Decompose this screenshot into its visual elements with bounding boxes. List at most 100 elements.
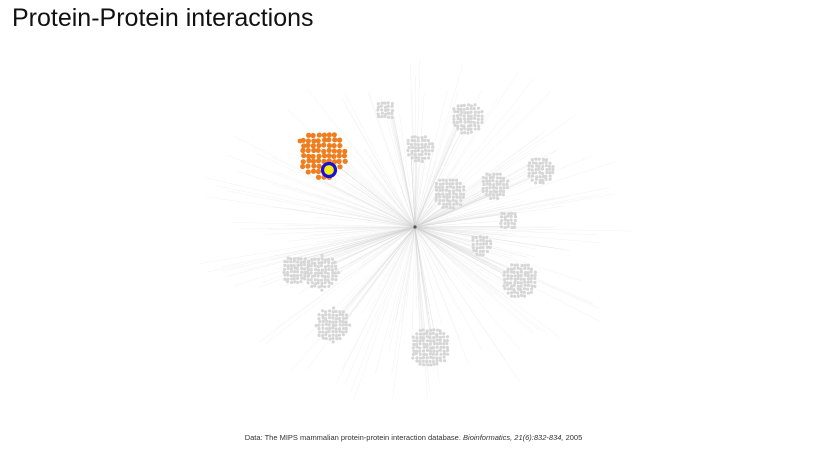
protein-node: [328, 268, 331, 271]
protein-node: [432, 349, 435, 352]
protein-node: [463, 131, 466, 134]
protein-node: [482, 253, 485, 256]
protein-node: [335, 337, 338, 340]
protein-node: [425, 360, 428, 363]
protein-node: [476, 121, 479, 124]
protein-node: [509, 281, 512, 284]
protein-node: [310, 264, 313, 267]
protein-node: [328, 334, 331, 337]
protein-node: [517, 274, 520, 277]
protein-node: [439, 349, 442, 352]
protein-node: [463, 104, 466, 107]
protein-node: [286, 271, 289, 274]
protein-node: [507, 287, 510, 290]
protein-node: [420, 146, 423, 149]
protein-node: [290, 270, 293, 273]
protein-node: [509, 219, 512, 222]
protein-node: [438, 199, 441, 202]
protein-node: [407, 153, 410, 156]
protein-node: [435, 353, 438, 356]
protein-node: [283, 268, 286, 271]
protein-node: [436, 350, 439, 353]
protein-node: [485, 190, 488, 193]
protein-node: [334, 271, 337, 274]
protein-node: [513, 267, 516, 270]
protein-node: [338, 317, 341, 320]
protein-node: [532, 161, 535, 164]
protein-node: [296, 281, 299, 284]
protein-cluster: [452, 103, 483, 134]
protein-node: [429, 332, 432, 335]
protein-node: [429, 352, 432, 355]
protein-node: [505, 183, 508, 186]
protein-node: [290, 264, 293, 267]
edge: [415, 227, 502, 287]
protein-node: [311, 148, 316, 153]
protein-node: [485, 242, 488, 245]
protein-node: [322, 153, 327, 158]
protein-node: [428, 360, 431, 363]
protein-node: [548, 168, 551, 171]
protein-node: [306, 158, 311, 163]
protein-node: [485, 236, 488, 239]
protein-node: [520, 264, 523, 267]
protein-node: [463, 120, 466, 123]
hub-node: [413, 225, 416, 228]
protein-node: [421, 150, 424, 153]
protein-node: [286, 260, 289, 263]
protein-node: [310, 271, 313, 274]
protein-node: [479, 243, 482, 246]
protein-node: [342, 149, 347, 154]
protein-node: [489, 239, 492, 242]
protein-node: [549, 174, 552, 177]
protein-node: [480, 121, 483, 124]
protein-node: [466, 107, 469, 110]
protein-node: [446, 346, 449, 349]
protein-node: [504, 218, 507, 221]
protein-node: [411, 146, 414, 149]
protein-node: [514, 278, 517, 281]
protein-node: [453, 124, 456, 127]
protein-node: [327, 143, 332, 148]
protein-node: [462, 196, 465, 199]
protein-node: [473, 124, 476, 127]
protein-node: [293, 270, 296, 273]
protein-node: [422, 346, 425, 349]
protein-node: [492, 183, 495, 186]
protein-node: [524, 284, 527, 287]
protein-node: [413, 139, 416, 142]
protein-node: [506, 277, 509, 280]
protein-node: [417, 143, 420, 146]
protein-node: [469, 107, 472, 110]
protein-node: [386, 108, 389, 111]
protein-node: [549, 178, 552, 181]
protein-node: [452, 192, 455, 195]
protein-node: [324, 333, 327, 336]
protein-node: [441, 189, 444, 192]
protein-node: [517, 295, 520, 298]
protein-node: [448, 195, 451, 198]
protein-node: [327, 330, 330, 333]
protein-node: [331, 278, 334, 281]
protein-node: [331, 275, 334, 278]
protein-node: [473, 107, 476, 110]
protein-node: [314, 278, 317, 281]
protein-node: [506, 215, 509, 218]
protein-node: [513, 226, 516, 229]
protein-node: [425, 353, 428, 356]
protein-node: [317, 323, 320, 326]
protein-node: [551, 168, 554, 171]
protein-node: [467, 103, 470, 106]
protein-node: [499, 222, 502, 225]
protein-node: [448, 178, 451, 181]
protein-node: [420, 153, 423, 156]
protein-node: [422, 339, 425, 342]
protein-node: [390, 116, 393, 119]
protein-node: [527, 267, 530, 270]
protein-node: [530, 287, 533, 290]
protein-node: [300, 271, 303, 274]
protein-node: [345, 313, 348, 316]
protein-node: [298, 139, 303, 144]
protein-node: [283, 273, 286, 276]
protein-node: [424, 152, 427, 155]
